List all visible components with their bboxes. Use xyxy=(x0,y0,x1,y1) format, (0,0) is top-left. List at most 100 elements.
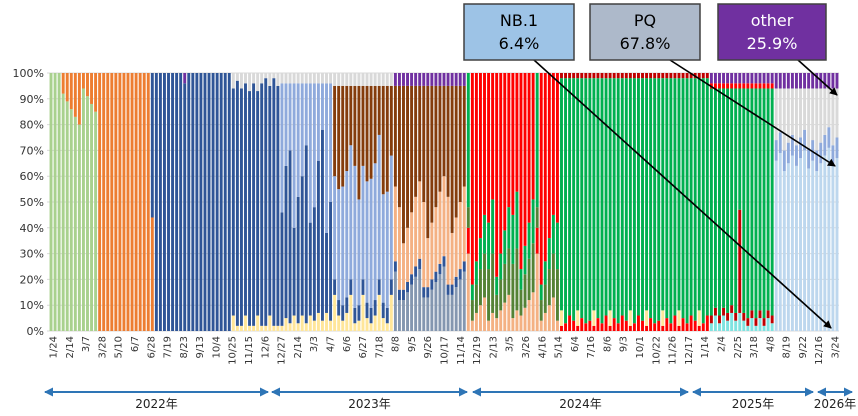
bar-segment xyxy=(523,307,527,331)
bar-segment xyxy=(57,73,61,331)
year-label: 2026年 xyxy=(814,397,857,411)
bar-segment xyxy=(722,73,725,84)
bar-segment xyxy=(402,300,405,331)
bar-segment xyxy=(835,158,839,331)
bar-segment xyxy=(470,300,474,321)
bar-segment xyxy=(138,73,142,331)
bar-segment xyxy=(304,145,308,324)
bar-segment xyxy=(300,176,304,316)
bar-segment xyxy=(835,73,839,89)
x-tick-label: 11/14 xyxy=(456,336,467,365)
bar-segment xyxy=(628,73,632,79)
bar-segment xyxy=(568,78,572,316)
bar-segment xyxy=(430,85,434,223)
bar-segment xyxy=(738,88,742,210)
bar-segment xyxy=(349,85,353,146)
bar-segment xyxy=(49,73,53,331)
bar-segment xyxy=(312,83,316,208)
bar-segment xyxy=(268,85,272,316)
bar-segment xyxy=(689,315,693,331)
bar-segment xyxy=(754,88,758,319)
bar-segment xyxy=(438,85,442,192)
bar-segment xyxy=(442,73,446,86)
bar-segment xyxy=(511,318,515,331)
bar-segment xyxy=(434,281,438,331)
bar-segment xyxy=(418,258,422,270)
bar-segment xyxy=(657,320,661,331)
bar-segment xyxy=(835,88,839,138)
bar-segment xyxy=(795,73,798,89)
bar-segment xyxy=(256,315,260,331)
x-tick-label: 2/14 xyxy=(65,336,76,358)
bar-segment xyxy=(677,310,681,326)
bar-segment xyxy=(507,73,511,208)
bar-segment xyxy=(499,253,503,280)
bar-segment xyxy=(645,73,649,79)
bar-segment xyxy=(470,284,474,301)
x-tick-label: 12/16 xyxy=(814,336,825,365)
bar-segment xyxy=(604,73,608,79)
bar-segment xyxy=(276,73,280,86)
x-tick-label: 8/6 xyxy=(602,336,613,352)
bar-segment xyxy=(742,73,746,84)
bar-segment xyxy=(77,73,81,125)
bar-segment xyxy=(827,147,831,331)
y-tick-label: 90% xyxy=(20,93,44,106)
bar-segment xyxy=(807,147,811,169)
bar-segment xyxy=(349,145,353,280)
bar-segment xyxy=(499,310,503,331)
bar-segment xyxy=(515,73,519,192)
bar-segment xyxy=(183,73,187,84)
bar-segment xyxy=(766,73,770,84)
bar-segment xyxy=(231,73,235,89)
bar-segment xyxy=(661,310,665,326)
x-tick-label: 5/14 xyxy=(554,336,565,358)
bar-segment xyxy=(65,73,69,102)
bar-segment xyxy=(657,78,661,321)
bar-segment xyxy=(795,88,798,146)
bar-segment xyxy=(746,88,750,319)
bar-segment xyxy=(430,279,434,290)
bar-segment xyxy=(588,73,592,79)
bar-segment xyxy=(406,281,409,293)
bar-segment xyxy=(592,325,596,331)
bar-segment xyxy=(276,325,280,331)
bar-segment xyxy=(134,73,138,331)
bar-segment xyxy=(527,73,531,223)
bar-segment xyxy=(175,73,179,331)
callout-value: 25.9% xyxy=(747,34,798,53)
bar-segment xyxy=(551,73,555,215)
bar-segment xyxy=(645,310,649,326)
bar-segment xyxy=(701,323,705,331)
bar-segment xyxy=(454,217,458,277)
bar-segment xyxy=(742,83,746,89)
bar-segment xyxy=(596,318,600,331)
bar-segment xyxy=(815,73,819,89)
bar-segment xyxy=(357,73,361,86)
bar-segment xyxy=(786,73,790,89)
bar-segment xyxy=(171,73,175,331)
bar-segment xyxy=(803,150,807,331)
bar-segment xyxy=(718,88,721,316)
bar-segment xyxy=(389,155,393,280)
bar-segment xyxy=(782,73,786,89)
bar-segment xyxy=(807,88,811,148)
bar-segment xyxy=(434,73,438,86)
bar-segment xyxy=(256,73,260,92)
bar-segment xyxy=(434,85,438,208)
bar-segment xyxy=(535,73,539,208)
bar-segment xyxy=(790,88,794,135)
bar-segment xyxy=(766,310,770,319)
bar-segment xyxy=(584,73,588,79)
bar-segment xyxy=(118,73,122,331)
bar-segment xyxy=(568,315,572,331)
bar-segment xyxy=(418,73,422,86)
bar-segment xyxy=(503,73,507,231)
x-tick-label: 10/4 xyxy=(211,336,222,358)
bar-segment xyxy=(803,88,807,130)
bar-segment xyxy=(81,88,85,331)
bar-segment xyxy=(292,227,296,316)
bar-segment xyxy=(393,85,397,187)
bar-segment xyxy=(584,323,588,331)
bar-segment xyxy=(377,279,381,295)
